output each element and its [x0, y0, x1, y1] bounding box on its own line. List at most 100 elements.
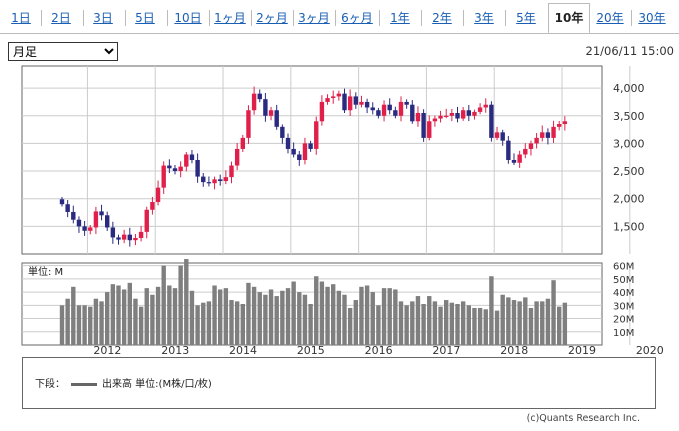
tab-1[interactable]: 2日 [51, 11, 71, 25]
x-tick-label: 2018 [500, 344, 528, 357]
candle-body [71, 211, 76, 220]
candle-body [381, 104, 387, 116]
candle-body [427, 121, 432, 138]
volume-bar [178, 265, 183, 345]
tab-separator [463, 10, 464, 26]
candle-body [415, 113, 421, 122]
candle-body [105, 215, 110, 228]
volume-bar [189, 290, 195, 345]
volume-bar [297, 292, 302, 345]
tab-separator [505, 10, 506, 26]
period-tabs: 1日 2日 3日 5日 10日 1ヶ月 2ヶ月 3ヶ月 6ヶ月 1年 2年 3年 5年 10年 20年 30年 [2, 3, 677, 34]
volume-bar [308, 304, 313, 345]
candle-body [257, 93, 262, 100]
candle-body [370, 107, 375, 111]
volume-bar [540, 301, 545, 345]
volume-bar [534, 301, 539, 345]
tab-4[interactable]: 10日 [174, 11, 202, 25]
tab-3[interactable]: 5日 [135, 11, 155, 25]
tab-5[interactable]: 1ヶ月 [214, 11, 246, 25]
volume-bar [557, 306, 562, 345]
candle-body [138, 231, 144, 238]
tab-separator [293, 10, 294, 26]
candle-body [110, 227, 116, 238]
volume-bar [511, 300, 517, 345]
candle-body [201, 176, 206, 183]
tab-11[interactable]: 3年 [474, 11, 494, 25]
volume-bar [342, 294, 347, 345]
candle-body [342, 93, 347, 111]
tab-0[interactable]: 1日 [11, 11, 31, 25]
volume-bar [144, 288, 149, 345]
volume-bar [302, 294, 308, 345]
volume-bar [415, 296, 421, 345]
volume-bar [240, 304, 245, 345]
volume-bar [444, 300, 449, 345]
volume-bar [483, 309, 488, 345]
candle-body [155, 187, 161, 203]
candle-body [229, 165, 234, 178]
volume-bar [325, 286, 330, 345]
candle-body [184, 154, 189, 167]
candle-body [483, 104, 488, 108]
volume-bar [110, 284, 116, 345]
candle-body [506, 140, 511, 160]
tab-6[interactable]: 2ヶ月 [256, 11, 288, 25]
candle-body [432, 118, 438, 122]
copyright: (c)Quants Research Inc. [526, 413, 640, 424]
volume-bar [127, 282, 132, 345]
volume-bar [381, 288, 387, 345]
tab-12[interactable]: 5年 [516, 11, 536, 25]
volume-bar [364, 285, 370, 345]
volume-bar [528, 307, 534, 345]
candle-period-select[interactable]: 月足 [8, 42, 118, 61]
candle-body [347, 96, 353, 111]
tab-separator [83, 10, 84, 26]
volume-bar [76, 305, 82, 345]
candle-body [274, 110, 279, 127]
price-tick-label: 4,000 [613, 82, 645, 95]
volume-bar [370, 292, 375, 345]
volume-bar [387, 288, 392, 345]
volume-bar [404, 305, 409, 345]
candle-body [489, 104, 494, 138]
candle-body [99, 211, 104, 216]
volume-bar [121, 289, 127, 345]
volume-bar [116, 285, 121, 345]
candle-body [545, 132, 551, 138]
candle-body [376, 110, 381, 116]
volume-bar [489, 276, 494, 345]
tab-9[interactable]: 1年 [390, 11, 410, 25]
tab-8[interactable]: 6ヶ月 [341, 11, 373, 25]
volume-bar [184, 259, 189, 345]
candle-body [398, 101, 404, 116]
volume-bar [477, 307, 483, 345]
tab-7[interactable]: 3ヶ月 [298, 11, 330, 25]
volume-bar [421, 304, 426, 345]
candle-body [404, 101, 409, 105]
volume-bar [82, 305, 87, 345]
tab-2[interactable]: 3日 [93, 11, 113, 25]
volume-bar [161, 265, 166, 345]
volume-bar [105, 292, 110, 345]
candle-body [314, 121, 319, 149]
volume-bar [393, 289, 398, 345]
volume-bar [500, 294, 505, 345]
candle-body [449, 113, 455, 116]
volume-bar [517, 301, 522, 345]
tab-14[interactable]: 20年 [596, 11, 624, 25]
tab-15[interactable]: 30年 [638, 11, 666, 25]
x-axis-ticks: 2012201320142015201620172018201920202021 [93, 344, 663, 357]
volume-bar [359, 286, 364, 345]
x-tick-label: 2019 [568, 344, 596, 357]
volume-bar [93, 298, 99, 345]
candle-body [189, 154, 195, 160]
candle-body [500, 132, 505, 141]
x-tick-label: 2016 [365, 344, 393, 357]
candle-body [477, 107, 483, 112]
volume-bar [285, 288, 291, 345]
volume-bar [155, 286, 161, 345]
tab-10[interactable]: 2年 [432, 11, 452, 25]
candle-body [364, 101, 370, 108]
tab-separator [251, 10, 252, 26]
